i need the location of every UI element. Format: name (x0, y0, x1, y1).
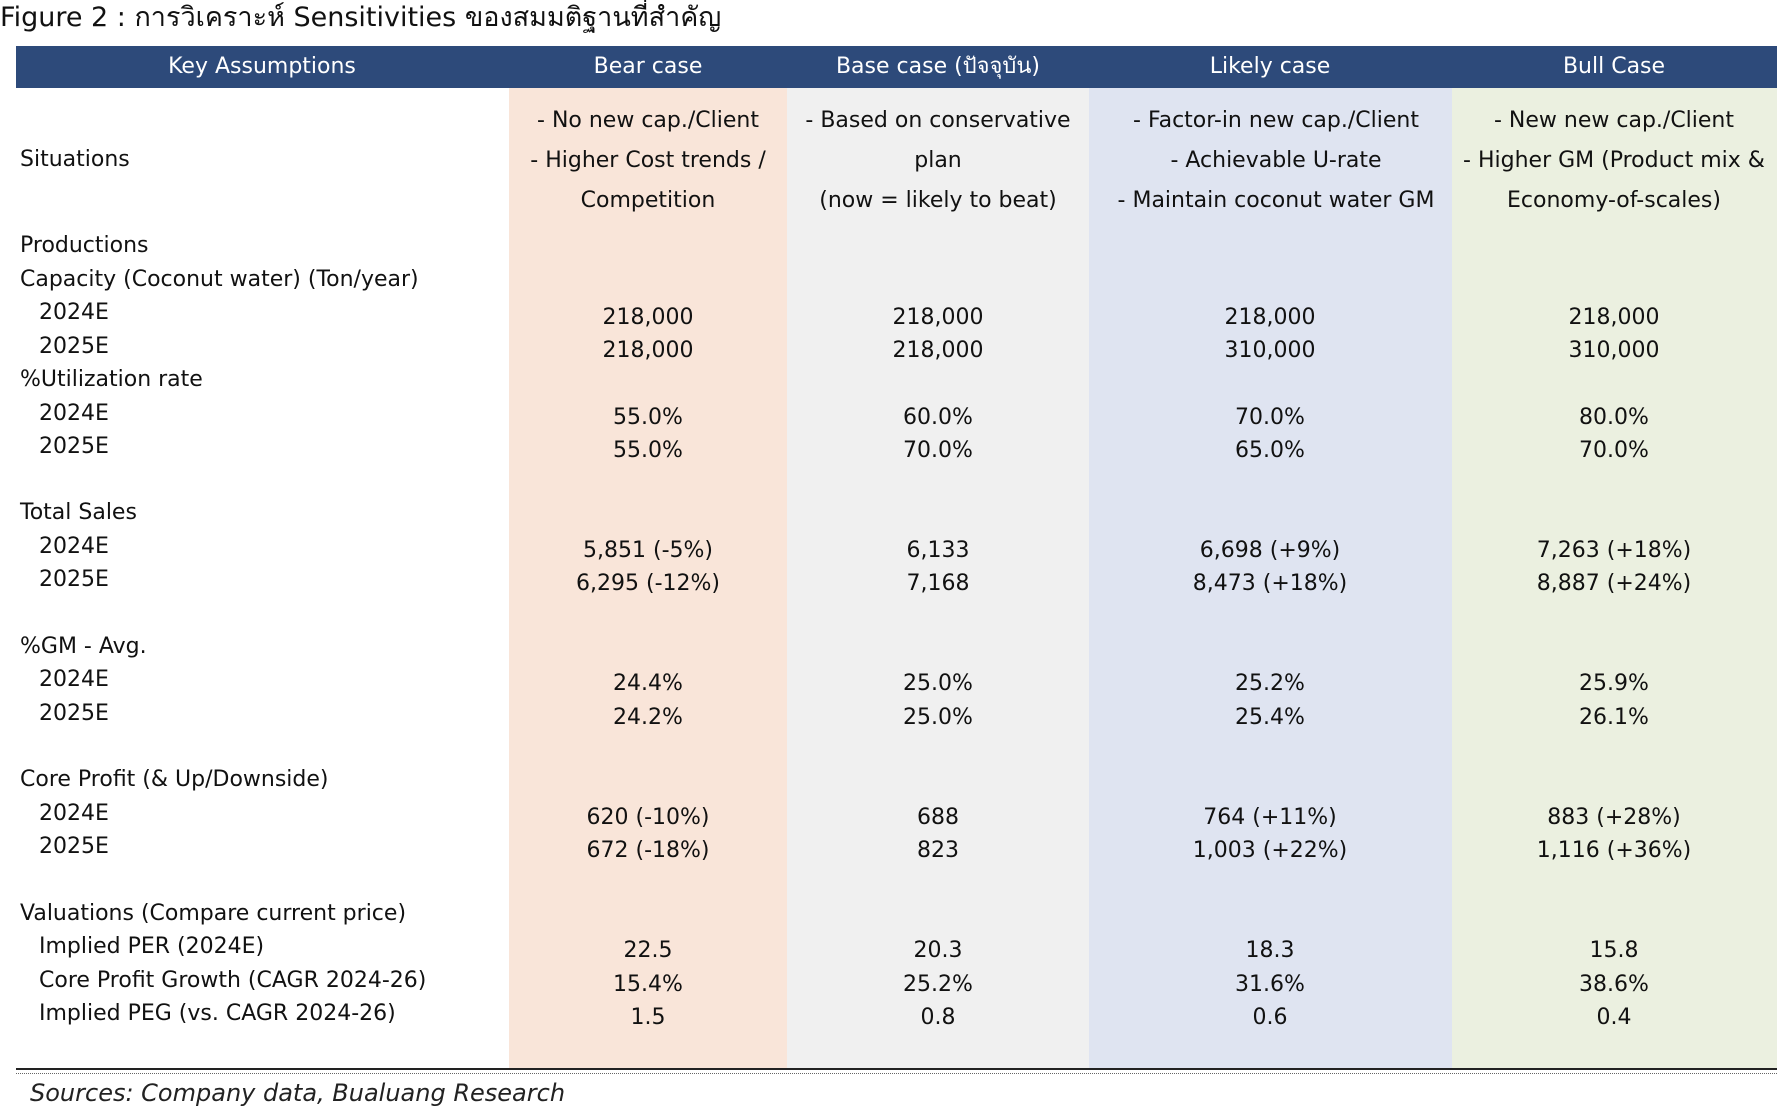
header-base-case: Base case (ปัจจุบัน) (835, 54, 1041, 79)
table-header-bar (16, 46, 1777, 88)
valuation-growth-likely: 31.6% (1235, 972, 1305, 997)
profit-year-2024: 2024E (39, 801, 109, 826)
base-column-background (787, 88, 1089, 1068)
header-key-assumptions: Key Assumptions (168, 54, 356, 79)
valuation-per-likely: 18.3 (1245, 938, 1295, 963)
profit-bull-2024: 883 (+28%) (1547, 805, 1681, 830)
gm-likely-2025: 25.4% (1235, 705, 1305, 730)
utilization-likely-2024: 70.0% (1235, 405, 1305, 430)
situation-bear-line3: Competition (580, 188, 716, 213)
capacity-likely-2025: 310,000 (1224, 338, 1316, 363)
gm-bear-2024: 24.4% (613, 671, 683, 696)
situation-bull-line2: - Higher GM (Product mix & (1463, 148, 1765, 173)
valuation-metric-peg: Implied PEG (vs. CAGR 2024-26) (39, 1001, 396, 1026)
sales-bull-2025: 8,887 (+24%) (1536, 571, 1692, 596)
capacity-bull-2025: 310,000 (1568, 338, 1660, 363)
capacity-year-2024: 2024E (39, 300, 109, 325)
capacity-bear-2025: 218,000 (602, 338, 694, 363)
utilization-bull-2024: 80.0% (1579, 405, 1649, 430)
productions-label: Productions (20, 233, 149, 258)
utilization-base-2024: 60.0% (903, 405, 973, 430)
situation-base-line1: - Based on conservative (805, 108, 1071, 133)
situation-likely-line1: - Factor-in new cap./Client (1133, 108, 1419, 133)
gm-year-2025: 2025E (39, 701, 109, 726)
gm-bear-2025: 24.2% (613, 705, 683, 730)
gm-year-2024: 2024E (39, 667, 109, 692)
utilization-year-2025: 2025E (39, 434, 109, 459)
profit-base-2024: 688 (917, 805, 959, 830)
gm-base-2024: 25.0% (903, 671, 973, 696)
capacity-bear-2024: 218,000 (602, 305, 694, 330)
valuation-growth-bull: 38.6% (1579, 972, 1649, 997)
gm-bull-2025: 26.1% (1579, 705, 1649, 730)
sources-note: Sources: Company data, Bualuang Research (30, 1079, 566, 1107)
utilization-likely-2025: 65.0% (1235, 438, 1305, 463)
table-bottom-rule (16, 1068, 1777, 1070)
sales-year-2024: 2024E (39, 534, 109, 559)
valuation-growth-base: 25.2% (903, 972, 973, 997)
table-bottom-dotted-rule (16, 1073, 1777, 1074)
gm-label: %GM - Avg. (20, 634, 147, 659)
sales-bull-2024: 7,263 (+18%) (1536, 538, 1692, 563)
valuation-growth-bear: 15.4% (613, 972, 683, 997)
capacity-base-2024: 218,000 (892, 305, 984, 330)
total-sales-label: Total Sales (20, 500, 137, 525)
capacity-year-2025: 2025E (39, 334, 109, 359)
sales-likely-2024: 6,698 (+9%) (1199, 538, 1341, 563)
utilization-bull-2025: 70.0% (1579, 438, 1649, 463)
situation-bull-line1: - New new cap./Client (1493, 108, 1735, 133)
valuation-per-base: 20.3 (913, 938, 963, 963)
core-profit-label: Core Profit (& Up/Downside) (20, 767, 329, 792)
valuation-peg-base: 0.8 (920, 1005, 956, 1030)
situations-label: Situations (20, 147, 130, 172)
sales-likely-2025: 8,473 (+18%) (1192, 571, 1348, 596)
utilization-label: %Utilization rate (20, 367, 203, 392)
situation-likely-line2: - Achievable U-rate (1170, 148, 1382, 173)
valuation-peg-bear: 1.5 (630, 1005, 666, 1030)
header-likely-case: Likely case (1209, 54, 1331, 79)
figure-title: Figure 2 : การวิเคราะห์ Sensitivities ขอ… (0, 2, 722, 33)
utilization-base-2025: 70.0% (903, 438, 973, 463)
profit-likely-2025: 1,003 (+22%) (1192, 838, 1348, 863)
utilization-year-2024: 2024E (39, 401, 109, 426)
capacity-bull-2024: 218,000 (1568, 305, 1660, 330)
profit-bear-2025: 672 (-18%) (586, 838, 710, 863)
gm-base-2025: 25.0% (903, 705, 973, 730)
capacity-base-2025: 218,000 (892, 338, 984, 363)
situation-base-line3: (now = likely to beat) (819, 188, 1057, 213)
situation-base-line2: plan (914, 148, 962, 173)
valuation-per-bull: 15.8 (1589, 938, 1639, 963)
valuation-metric-growth: Core Profit Growth (CAGR 2024-26) (39, 968, 427, 993)
sales-year-2025: 2025E (39, 567, 109, 592)
capacity-label: Capacity (Coconut water) (Ton/year) (20, 267, 419, 292)
gm-likely-2024: 25.2% (1235, 671, 1305, 696)
profit-base-2025: 823 (917, 838, 959, 863)
valuation-per-bear: 22.5 (623, 938, 673, 963)
capacity-likely-2024: 218,000 (1224, 305, 1316, 330)
valuation-peg-bull: 0.4 (1596, 1005, 1632, 1030)
utilization-bear-2024: 55.0% (613, 405, 683, 430)
valuations-label: Valuations (Compare current price) (20, 901, 407, 926)
utilization-bear-2025: 55.0% (613, 438, 683, 463)
bull-column-background (1452, 88, 1777, 1068)
profit-bear-2024: 620 (-10%) (586, 805, 710, 830)
situation-likely-line3: - Maintain coconut water GM (1117, 188, 1435, 213)
situation-bear-line1: - No new cap./Client (537, 108, 759, 133)
header-bull-case: Bull Case (1562, 54, 1666, 79)
profit-likely-2024: 764 (+11%) (1203, 805, 1337, 830)
sales-bear-2024: 5,851 (-5%) (583, 538, 713, 563)
sales-base-2025: 7,168 (906, 571, 970, 596)
profit-bull-2025: 1,116 (+36%) (1536, 838, 1692, 863)
likely-column-background (1089, 88, 1452, 1068)
valuation-metric-per: Implied PER (2024E) (39, 934, 265, 959)
situation-bull-line3: Economy-of-scales) (1507, 188, 1721, 213)
gm-bull-2024: 25.9% (1579, 671, 1649, 696)
valuation-peg-likely: 0.6 (1252, 1005, 1288, 1030)
header-bear-case: Bear case (593, 54, 703, 79)
sales-base-2024: 6,133 (906, 538, 970, 563)
sales-bear-2025: 6,295 (-12%) (576, 571, 720, 596)
situation-bear-line2: - Higher Cost trends / (530, 148, 766, 173)
profit-year-2025: 2025E (39, 834, 109, 859)
bear-column-background (509, 88, 787, 1068)
